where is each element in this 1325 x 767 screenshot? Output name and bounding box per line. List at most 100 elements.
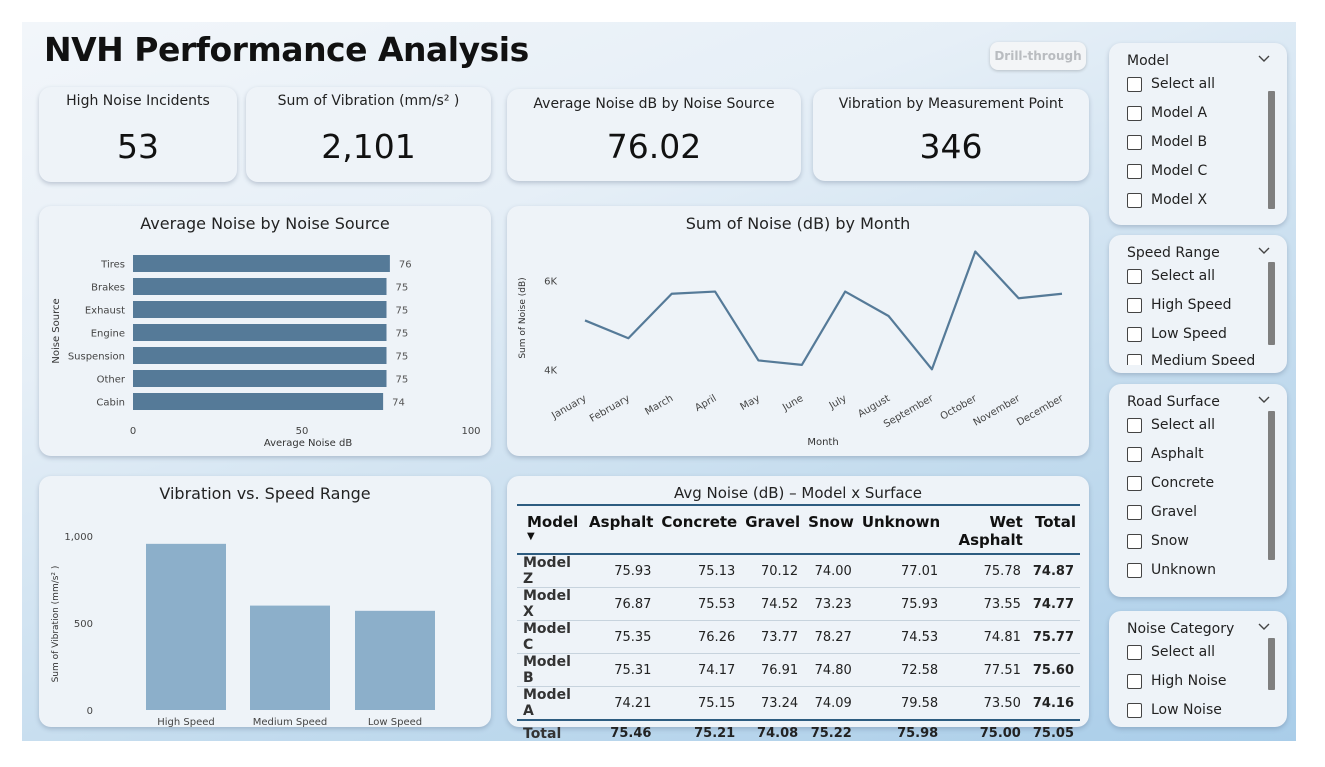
slicer-model[interactable]: Model Select all Model A Model B Model C… [1109, 43, 1287, 225]
column-header-model[interactable]: Model ▼ [517, 504, 586, 554]
slicer-option[interactable]: High Noise [1127, 673, 1226, 695]
slicer-option-select-all[interactable]: Select all [1127, 417, 1215, 439]
table-cell: 78.27 [804, 620, 858, 654]
checkbox[interactable] [1127, 644, 1142, 660]
slicer-option[interactable]: Unknown [1127, 562, 1216, 584]
column-header[interactable]: Gravel [741, 504, 805, 554]
table-row[interactable]: Model C 75.35 76.26 73.77 78.27 74.53 74.81 75.… [517, 620, 1080, 654]
y-tick-label: Suspension [68, 352, 125, 363]
table-cell: 74.81 [944, 620, 1027, 654]
slicer-option[interactable]: Model A [1127, 105, 1207, 127]
column-header[interactable]: Unknown [857, 504, 945, 554]
slicer-option-select-all[interactable]: Select all [1127, 268, 1215, 290]
kpi-card-high-noise-incidents[interactable]: High Noise Incidents 53 [39, 87, 237, 182]
column-header[interactable]: Wet Asphalt [944, 504, 1027, 554]
slicer-noise-category[interactable]: Noise Category Select all High Noise Low… [1109, 611, 1287, 727]
checkbox[interactable] [1127, 134, 1142, 150]
checkbox[interactable] [1127, 446, 1142, 462]
chevron-down-icon[interactable] [1257, 244, 1271, 258]
row-total-cell: 74.87 [1026, 554, 1080, 588]
x-tick-label: March [643, 393, 675, 418]
chevron-down-icon[interactable] [1257, 393, 1271, 407]
slicer-speed-range[interactable]: Speed Range Select all High Speed Low Sp… [1109, 235, 1287, 373]
checkbox[interactable] [1127, 504, 1142, 520]
checkbox[interactable] [1127, 163, 1142, 179]
table-cell: 75.53 [657, 587, 742, 621]
checkbox[interactable] [1127, 353, 1142, 365]
column-header[interactable]: Concrete [657, 504, 742, 554]
bar [133, 324, 387, 341]
table-row[interactable]: Model Z 75.93 75.13 70.12 74.00 77.01 75.78 74.… [517, 554, 1080, 588]
chevron-down-icon[interactable] [1257, 620, 1271, 634]
checkbox[interactable] [1127, 268, 1142, 284]
column-header[interactable]: Snow [804, 504, 858, 554]
matrix-table-card[interactable]: Avg Noise (dB) – Model x Surface Model ▼ … [507, 476, 1089, 741]
sort-desc-icon[interactable]: ▼ [527, 531, 535, 542]
checkbox[interactable] [1127, 417, 1142, 433]
y-tick-label: 500 [74, 619, 93, 630]
column-chart: 1,000 500 0 High Speed Medium Speed Low Speed… [51, 532, 435, 727]
slicer-option[interactable]: Low Noise [1127, 702, 1222, 720]
slicer-option-select-all[interactable]: Select all [1127, 644, 1215, 666]
slicer-option[interactable]: Low Speed [1127, 326, 1227, 348]
y-tick-label: Exhaust [85, 306, 125, 317]
column-bar [250, 605, 330, 710]
bar [133, 255, 390, 272]
drill-through-button[interactable]: Drill-through [990, 42, 1086, 70]
slicer-option-select-all[interactable]: Select all [1127, 76, 1215, 98]
data-label: 75 [396, 375, 409, 386]
table-row[interactable]: Model X 76.87 75.53 74.52 73.23 75.93 73.55 74.… [517, 587, 1080, 621]
column-header[interactable]: Asphalt [585, 504, 658, 554]
slicer-option[interactable]: Model C [1127, 163, 1207, 185]
table-total-row[interactable]: Total 75.46 75.21 74.08 75.22 75.98 75.00 75.05 [517, 719, 1080, 741]
checkbox[interactable] [1127, 326, 1142, 342]
checkbox[interactable] [1127, 562, 1142, 578]
slicer-option[interactable]: Medium Speed [1127, 353, 1255, 365]
y-tick-label: Brakes [91, 283, 125, 294]
slicer-option[interactable]: Asphalt [1127, 446, 1204, 468]
column-header[interactable]: Total [1026, 504, 1080, 554]
checkbox[interactable] [1127, 192, 1142, 208]
kpi-card-sum-of-vibration[interactable]: Sum of Vibration (mm/s² ) 2,101 [246, 87, 491, 182]
table-cell: 75.93 [857, 587, 945, 621]
scrollbar[interactable] [1268, 411, 1275, 560]
x-axis-label: Month [807, 437, 838, 448]
column-chart-card[interactable]: Vibration vs. Speed Range 1,000 500 0 High … [39, 476, 491, 727]
slicer-road-surface[interactable]: Road Surface Select all Asphalt Concrete… [1109, 384, 1287, 597]
kpi-card-vibration-by-measurement-point[interactable]: Vibration by Measurement Point 346 [813, 89, 1089, 181]
slicer-option[interactable]: Concrete [1127, 475, 1214, 497]
table-cell: 74.09 [804, 686, 858, 721]
data-label: 75 [396, 352, 409, 363]
checkbox[interactable] [1127, 533, 1142, 549]
kpi-card-average-noise-db[interactable]: Average Noise dB by Noise Source 76.02 [507, 89, 801, 181]
row-header: Model C [517, 620, 586, 654]
slicer-option[interactable]: Gravel [1127, 504, 1197, 526]
total-cell: 75.21 [657, 719, 742, 741]
checkbox[interactable] [1127, 297, 1142, 313]
y-tick-label: 4K [544, 365, 557, 376]
scrollbar[interactable] [1268, 91, 1275, 209]
scrollbar[interactable] [1268, 638, 1275, 690]
table-cell: 75.15 [657, 686, 742, 721]
table-title: Avg Noise (dB) – Model x Surface [673, 484, 923, 502]
data-label: 74 [392, 398, 405, 409]
checkbox[interactable] [1127, 475, 1142, 491]
table-row[interactable]: Model A 74.21 75.15 73.24 74.09 79.58 73.50 74.… [517, 686, 1080, 721]
table-cell: 76.87 [585, 587, 658, 621]
checkbox[interactable] [1127, 76, 1142, 92]
line-chart: 6K 4K January February March April May June July… [518, 250, 1066, 448]
line-chart-card[interactable]: Sum of Noise (dB) by Month 6K 4K January Fe… [507, 206, 1089, 456]
chevron-down-icon[interactable] [1257, 52, 1271, 66]
slicer-option[interactable]: Snow [1127, 533, 1189, 555]
checkbox[interactable] [1127, 702, 1142, 718]
slicer-option[interactable]: High Speed [1127, 297, 1232, 319]
y-tick-label: 1,000 [64, 532, 93, 543]
bar-chart-card[interactable]: Average Noise by Noise Source Tires 76 Bra… [39, 206, 491, 456]
checkbox[interactable] [1127, 673, 1142, 689]
kpi-label: High Noise Incidents [66, 93, 210, 109]
checkbox[interactable] [1127, 105, 1142, 121]
slicer-option[interactable]: Model B [1127, 134, 1207, 156]
slicer-option[interactable]: Model X [1127, 192, 1207, 214]
table-row[interactable]: Model B 75.31 74.17 76.91 74.80 72.58 77.51 75.… [517, 653, 1080, 687]
scrollbar[interactable] [1268, 262, 1275, 345]
